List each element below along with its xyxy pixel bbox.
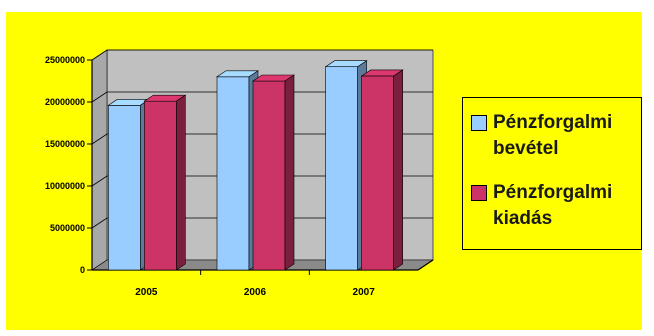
- legend-item-expense: Pénzforgalmi kiadás: [471, 180, 643, 232]
- legend-swatch-expense: [471, 185, 487, 201]
- bar-front: [216, 76, 250, 271]
- bar-expense-2005: [143, 94, 187, 271]
- gridline: [91, 49, 433, 61]
- y-tick-label: 25000000: [45, 55, 85, 65]
- gridline: [91, 133, 433, 145]
- x-tick-label: 2007: [353, 287, 376, 298]
- y-tick-label: 10000000: [45, 181, 85, 191]
- x-tick-label: 2005: [135, 287, 158, 298]
- x-axis-depth-line: [417, 259, 434, 271]
- bar-front: [325, 66, 358, 271]
- bar-front: [361, 75, 394, 271]
- y-tick-label: 0: [80, 265, 85, 275]
- gridline: [91, 217, 433, 229]
- bar-revenue-2006: [216, 70, 259, 271]
- bar-front: [144, 100, 177, 271]
- x-tick-label: 2006: [244, 287, 267, 298]
- bars: [107, 60, 404, 271]
- bar-revenue-2005: [107, 98, 151, 271]
- legend-label-expense: Pénzforgalmi kiadás: [493, 182, 613, 229]
- bar-expense-2006: [252, 74, 295, 271]
- bar-side: [176, 94, 186, 271]
- legend: Pénzforgalmi bevétel Pénzforgalmi kiadás: [462, 97, 642, 250]
- bar-side: [284, 74, 295, 271]
- plot-side-wall: [91, 49, 108, 271]
- x-axis-tick-labels: 2005 2006 2007: [135, 287, 375, 298]
- bar-front: [252, 80, 286, 271]
- bar-front: [108, 105, 141, 271]
- gridlines: [91, 49, 433, 229]
- y-tick-label: 5000000: [50, 223, 85, 233]
- bar-revenue-2007: [324, 60, 368, 271]
- gridline: [91, 175, 433, 187]
- y-tick-label: 20000000: [45, 97, 85, 107]
- bar-side: [393, 69, 403, 271]
- gridline: [91, 91, 433, 103]
- legend-item-revenue: Pénzforgalmi bevétel: [471, 110, 643, 162]
- y-axis-tick-labels: 0 5000000 10000000 15000000 20000000 25000000: [45, 55, 85, 275]
- legend-label-revenue: Pénzforgalmi bevétel: [493, 112, 613, 159]
- y-tick-label: 15000000: [45, 139, 85, 149]
- bar-expense-2007: [360, 69, 404, 271]
- legend-swatch-revenue: [471, 115, 487, 131]
